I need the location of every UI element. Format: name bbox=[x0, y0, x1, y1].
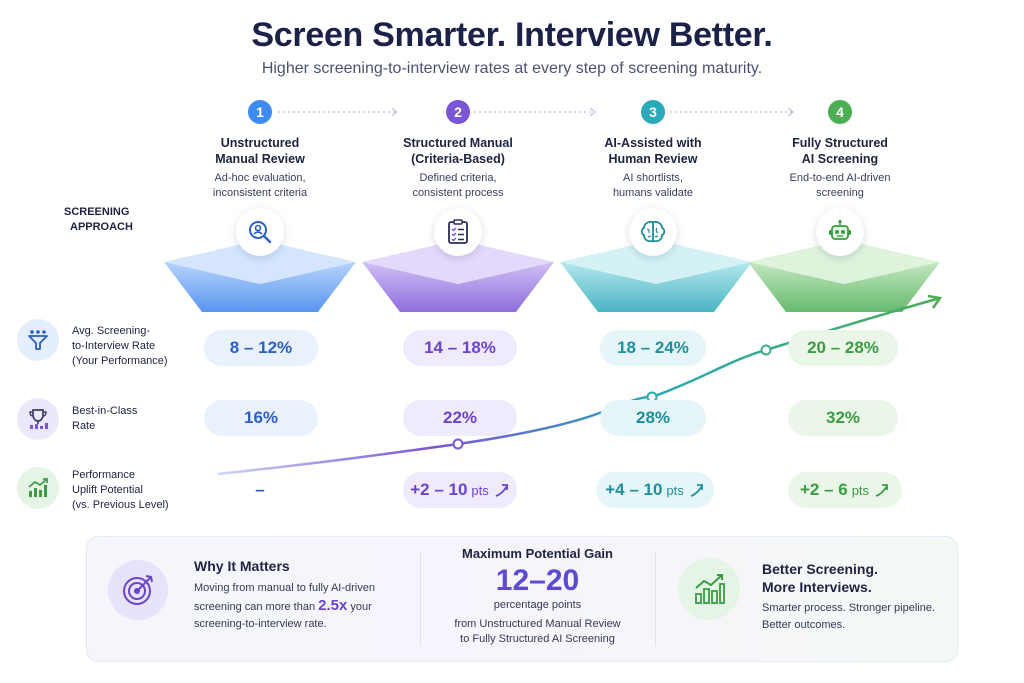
rising-bars-icon bbox=[678, 558, 740, 620]
better-screening-title: Better Screening. More Interviews. bbox=[762, 561, 878, 595]
platform-1 bbox=[164, 240, 356, 312]
why-it-matters-title: Why It Matters bbox=[194, 558, 290, 574]
step-title-2: Structured Manual (Criteria-Based) bbox=[403, 136, 513, 166]
step-title-1: Unstructured Manual Review bbox=[215, 136, 305, 166]
row-label-avg: Avg. Screening-to-Interview Rate (Your Pe… bbox=[72, 325, 168, 367]
best-rate-step-2: 22% bbox=[403, 400, 517, 436]
step-number-2: 2 bbox=[446, 100, 470, 124]
divider bbox=[655, 552, 656, 646]
row-label-best: Best-in-Class Rate bbox=[72, 405, 138, 432]
target-icon bbox=[108, 560, 168, 620]
magnifier-person-icon bbox=[236, 208, 284, 256]
max-gain-title: Maximum Potential Gain bbox=[462, 546, 613, 561]
uplift-step-1: – bbox=[255, 480, 265, 499]
divider bbox=[420, 552, 421, 646]
best-rate-step-1: 16% bbox=[204, 400, 318, 436]
best-rate-step-4: 32% bbox=[788, 400, 898, 436]
row-label-uplift: Performance Uplift Potential (vs. Previous… bbox=[72, 469, 169, 511]
uplift-arrow-icon bbox=[875, 484, 888, 497]
uplift-step-3: +4 – 10 pts bbox=[596, 472, 714, 508]
step-desc-3: AI shortlists, humans validate bbox=[612, 172, 694, 199]
funnel-people-icon bbox=[17, 319, 59, 361]
uplift-arrow-icon bbox=[690, 484, 703, 497]
robot-icon bbox=[816, 208, 864, 256]
page-title: Screen Smarter. Interview Better. bbox=[251, 16, 773, 54]
platform-3 bbox=[560, 240, 752, 312]
page-subtitle: Higher screening-to-interview rates at e… bbox=[261, 60, 763, 77]
summary-panel bbox=[86, 536, 958, 662]
step-title-4: Fully Structured AI Screening bbox=[792, 136, 888, 166]
avg-rate-step-2: 14 – 18% bbox=[403, 330, 517, 366]
best-rate-step-3: 28% bbox=[600, 400, 706, 436]
uplift-step-2: +2 – 10 pts bbox=[403, 472, 517, 508]
platform-2 bbox=[362, 240, 554, 312]
platform-4 bbox=[748, 240, 940, 312]
avg-rate-step-1: 8 – 12% bbox=[204, 330, 318, 366]
step-desc-4: End-to-end AI-driven screening bbox=[789, 172, 891, 199]
better-screening-text: Smarter process. Stronger pipeline. Bette… bbox=[762, 602, 936, 631]
growth-trend-line bbox=[217, 294, 943, 476]
step-number-1: 1 bbox=[248, 100, 272, 124]
clipboard-checklist-icon bbox=[434, 208, 482, 256]
max-gain-block: Maximum Potential Gain 12–20 percentage … bbox=[420, 546, 655, 647]
step-desc-1: Ad-hoc evaluation, inconsistent criteria bbox=[212, 172, 308, 199]
screening-approach-label: SCREENING APPROACH bbox=[64, 206, 133, 233]
uplift-step-4: +2 – 6 pts bbox=[788, 472, 902, 508]
why-it-matters-text: Moving from manual to fully AI-driven sc… bbox=[194, 582, 375, 630]
step-number-4: 4 bbox=[828, 100, 852, 124]
max-gain-caption: from Unstructured Manual Review to Fully … bbox=[454, 618, 621, 645]
step-desc-2: Defined criteria, consistent process bbox=[412, 172, 504, 199]
max-gain-value: 12–20 bbox=[495, 564, 580, 597]
growth-chart-icon bbox=[17, 467, 59, 509]
trophy-icon bbox=[17, 398, 59, 440]
max-gain-unit: percentage points bbox=[493, 599, 582, 611]
avg-rate-step-3: 18 – 24% bbox=[600, 330, 706, 366]
step-title-3: AI-Assisted with Human Review bbox=[604, 136, 702, 166]
step-number-3: 3 bbox=[641, 100, 665, 124]
uplift-arrow-icon bbox=[495, 484, 508, 497]
avg-rate-step-4: 20 – 28% bbox=[788, 330, 898, 366]
brain-icon bbox=[629, 208, 677, 256]
